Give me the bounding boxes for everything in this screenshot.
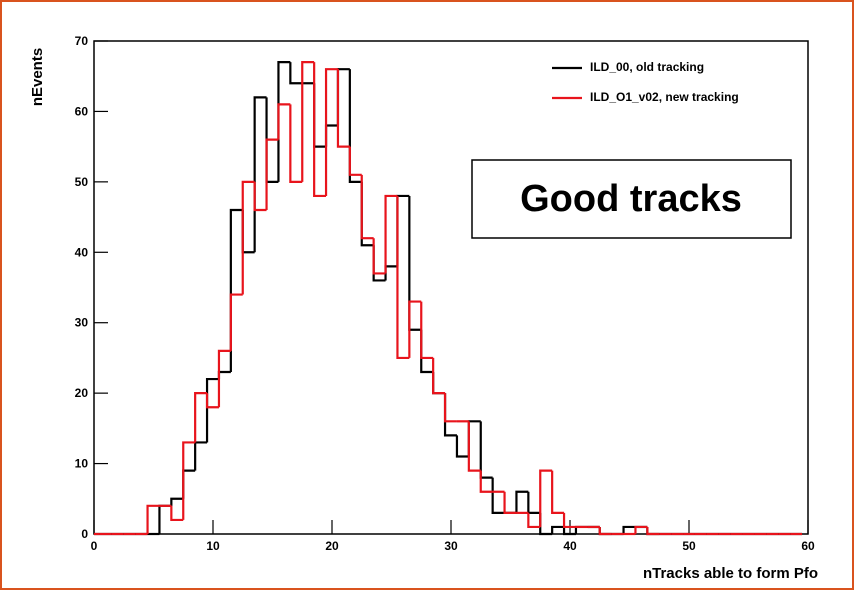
histogram-bin xyxy=(241,210,255,254)
histogram-bin xyxy=(289,62,303,85)
histogram-bin xyxy=(277,103,291,140)
histogram-bin xyxy=(527,512,541,529)
histogram-bin xyxy=(467,421,481,472)
histogram-bin xyxy=(634,525,648,534)
histogram-bin xyxy=(182,441,196,520)
histogram-bin xyxy=(313,62,327,198)
histogram-bin xyxy=(348,146,362,176)
y-tick-label: 30 xyxy=(75,316,89,330)
histogram-bin xyxy=(491,477,505,514)
plot-frame xyxy=(93,40,809,535)
histogram-bin xyxy=(432,357,446,395)
histogram-bin xyxy=(146,504,160,534)
annotation: Good tracks xyxy=(520,178,742,220)
histogram-bin xyxy=(253,96,267,253)
histogram-bin xyxy=(253,181,267,212)
legend-label: ILD_00, old tracking xyxy=(590,60,704,74)
histogram-bin xyxy=(384,265,398,281)
histogram-bin xyxy=(443,393,457,437)
histogram-bin xyxy=(194,441,208,471)
histogram-bin xyxy=(443,393,457,423)
x-tick-label: 20 xyxy=(325,539,339,553)
x-tick-label: 30 xyxy=(444,539,458,553)
annotation-box xyxy=(471,159,792,239)
histogram-bin xyxy=(229,208,243,373)
histogram-bin xyxy=(313,83,327,148)
histogram-bin xyxy=(158,504,172,534)
histogram-bin xyxy=(336,69,350,148)
series xyxy=(94,61,803,536)
histogram-bin xyxy=(277,61,291,182)
series xyxy=(94,61,803,536)
histogram-bin xyxy=(408,300,422,358)
histogram-bin xyxy=(622,525,636,534)
histogram-bin xyxy=(562,526,576,536)
histogram-bin xyxy=(170,497,184,506)
legend-label: ILD_O1_v02, new tracking xyxy=(590,90,739,104)
y-axis-label: nEvents xyxy=(29,48,46,106)
histogram-bin xyxy=(551,470,565,514)
histogram-bin xyxy=(396,195,410,360)
y-tick-label: 70 xyxy=(75,34,89,48)
histogram-bin xyxy=(170,505,184,522)
x-tick-label: 0 xyxy=(91,539,98,553)
histogram-bin xyxy=(229,293,243,351)
y-tick-label: 0 xyxy=(81,527,88,541)
x-tick-label: 60 xyxy=(801,539,815,553)
x-tick-label: 50 xyxy=(682,539,696,553)
histogram-bin xyxy=(324,68,338,196)
histogram-bin xyxy=(539,469,553,527)
y-tick-label: 60 xyxy=(75,104,89,118)
y-tick-label: 20 xyxy=(75,386,89,400)
x-tick-label: 40 xyxy=(563,539,577,553)
histogram-bin xyxy=(289,104,303,183)
histogram-bin xyxy=(301,61,315,182)
histogram-bin xyxy=(360,181,374,247)
histogram-bin xyxy=(396,194,410,267)
x-axis-label: nTracks able to form Pfo xyxy=(643,565,818,582)
histogram-bin xyxy=(217,370,231,380)
histogram-bin xyxy=(324,124,338,147)
y-tick-label: 50 xyxy=(75,175,89,189)
histogram-bin xyxy=(420,329,434,374)
histogram-bin xyxy=(598,526,612,536)
histogram-bin xyxy=(336,68,350,126)
histogram-bin xyxy=(372,245,386,282)
histogram-bin xyxy=(455,435,469,458)
histogram-bin xyxy=(182,469,196,499)
histogram-bin xyxy=(515,490,529,513)
histogram-bin xyxy=(372,238,386,275)
y-tick-label: 40 xyxy=(75,245,89,259)
y-tick-label: 10 xyxy=(75,457,89,471)
histogram-bin xyxy=(205,377,219,443)
histogram-bin xyxy=(420,301,434,360)
histogram-bin xyxy=(408,195,422,331)
histogram-bin xyxy=(479,470,493,493)
histogram-bin xyxy=(479,421,493,479)
histogram-bin xyxy=(241,180,255,295)
histogram-bin xyxy=(194,392,208,443)
histogram-bin xyxy=(551,525,565,534)
histogram-bin xyxy=(205,393,219,409)
histogram-bin xyxy=(562,512,576,529)
histogram-bin xyxy=(360,174,374,240)
histogram-bin xyxy=(384,194,398,274)
histogram-bin xyxy=(432,372,446,395)
histogram-bin xyxy=(539,512,553,536)
histogram-bin xyxy=(265,138,279,211)
histogram-bin xyxy=(348,69,362,183)
x-tick-label: 10 xyxy=(206,539,220,553)
histogram-bin xyxy=(467,420,481,457)
histogram-bin xyxy=(217,349,231,408)
histogram-bin xyxy=(646,526,660,536)
histogram-bin xyxy=(503,491,517,514)
histogram-bin xyxy=(527,491,541,514)
